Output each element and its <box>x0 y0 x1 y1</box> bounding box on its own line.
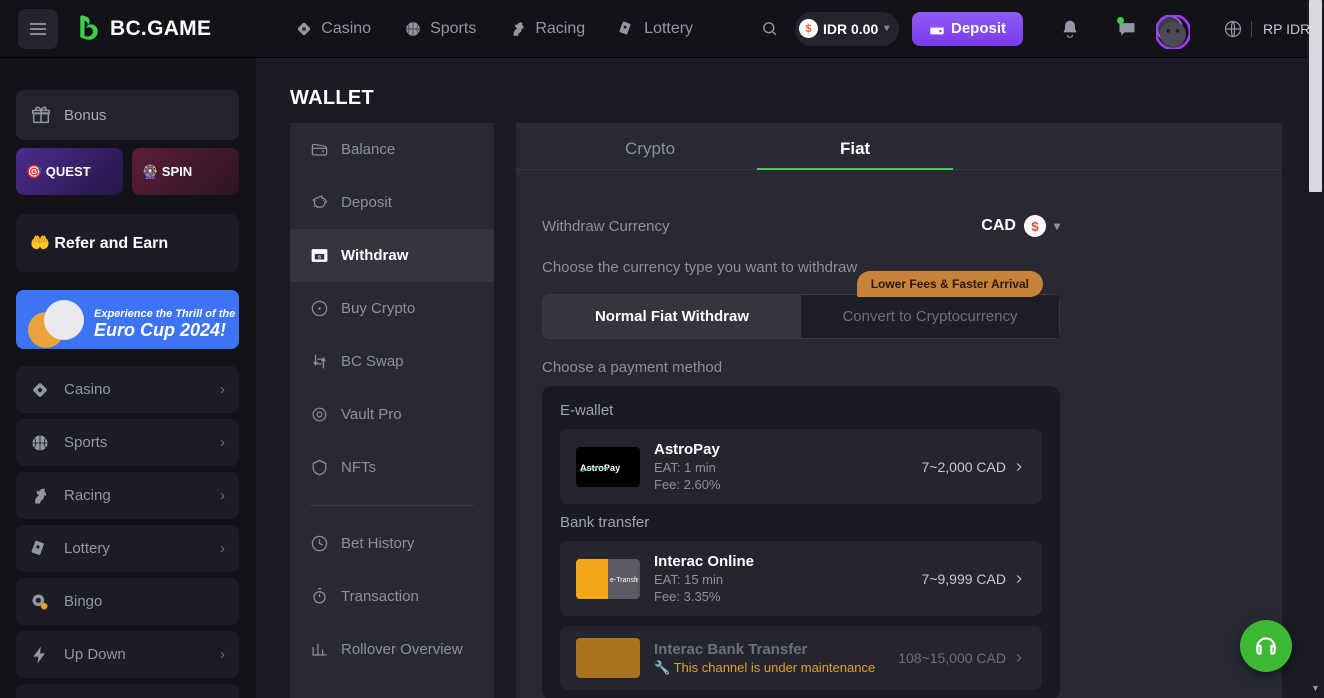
svg-text:e-Transfer: e-Transfer <box>610 577 638 584</box>
svg-text:S: S <box>318 255 321 261</box>
svg-text:Euro Cup 2024!: Euro Cup 2024! <box>94 320 226 340</box>
svg-text:Experience the Thrill of the: Experience the Thrill of the <box>94 308 235 320</box>
